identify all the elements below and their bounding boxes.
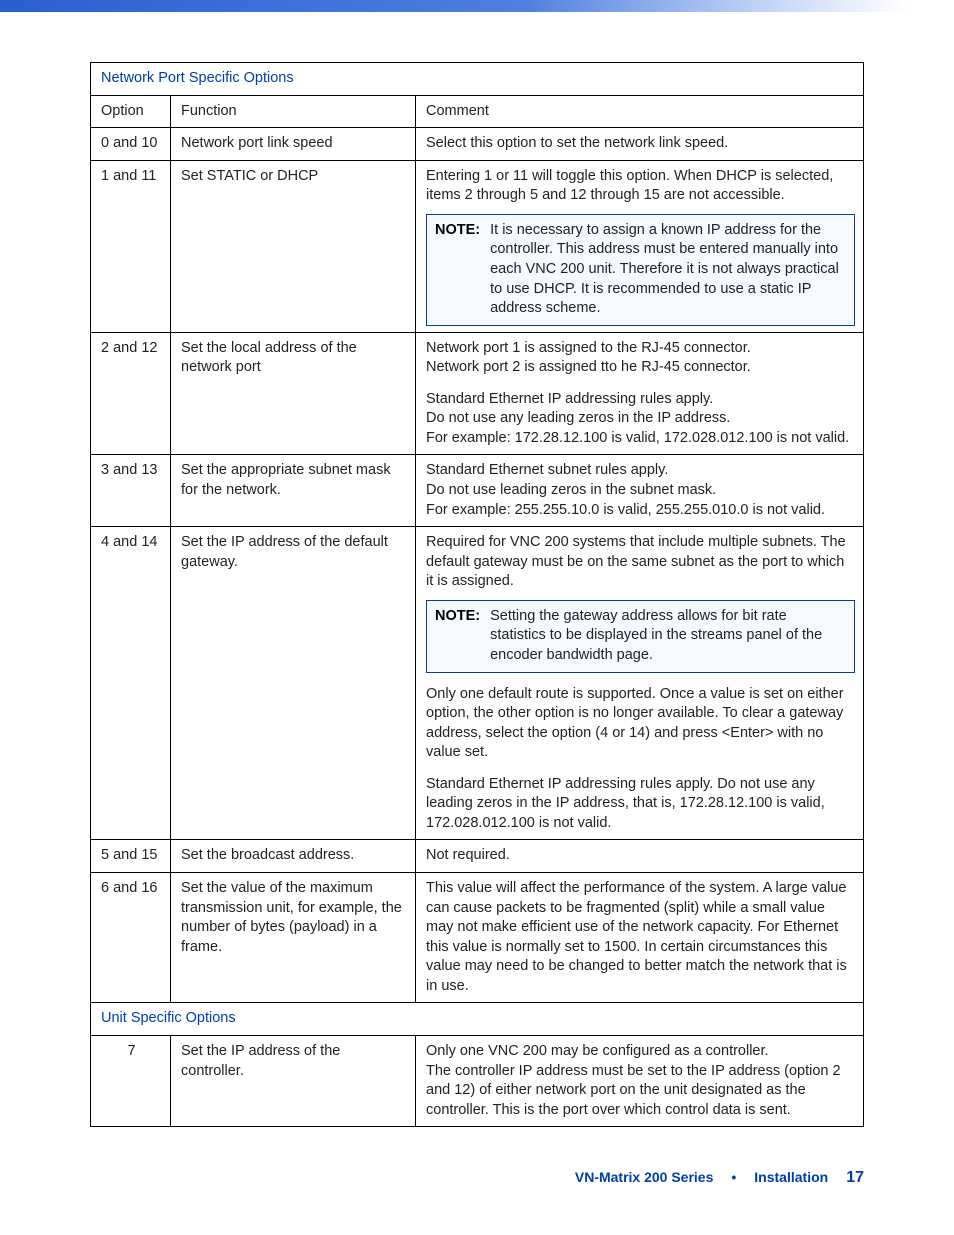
column-header-row: Option Function Comment [91,95,864,128]
comment-para: Select this option to set the network li… [426,134,855,154]
comment-para: Standard Ethernet IP addressing rules ap… [426,775,855,834]
options-table: Network Port Specific Options Option Fun… [90,62,864,1127]
cell-comment: This value will affect the performance o… [416,873,864,1003]
note-box: NOTE: Setting the gateway address allows… [426,600,855,673]
col-header-option: Option [91,95,171,128]
note-text: It is necessary to assign a known IP add… [490,221,846,319]
table-row: 6 and 16 Set the value of the maximum tr… [91,873,864,1003]
cell-comment: Network port 1 is assigned to the RJ-45 … [416,332,864,455]
cell-comment: Standard Ethernet subnet rules apply.Do … [416,455,864,527]
table-row: 2 and 12 Set the local address of the ne… [91,332,864,455]
cell-option: 7 [91,1035,171,1126]
cell-option: 1 and 11 [91,160,171,332]
comment-para: Network port 1 is assigned to the RJ-45 … [426,339,855,378]
table-row: 4 and 14 Set the IP address of the defau… [91,527,864,840]
cell-option: 2 and 12 [91,332,171,455]
comment-para: Not required. [426,846,855,866]
note-label: NOTE: [435,607,480,627]
comment-para: This value will affect the performance o… [426,879,855,996]
footer-product: VN-Matrix 200 Series [575,1168,714,1187]
table-row: 7 Set the IP address of the controller. … [91,1035,864,1126]
section-header-row: Unit Specific Options [91,1003,864,1036]
footer-bullet: • [731,1168,736,1187]
note-text: Setting the gateway address allows for b… [490,607,846,666]
cell-function: Set the local address of the network por… [171,332,416,455]
comment-para: Only one default route is supported. Onc… [426,685,855,763]
table-row: 1 and 11 Set STATIC or DHCP Entering 1 o… [91,160,864,332]
comment-para: Required for VNC 200 systems that includ… [426,533,855,592]
page-footer: VN-Matrix 200 Series • Installation 17 [90,1167,864,1189]
section-header-row: Network Port Specific Options [91,63,864,96]
cell-comment: Only one VNC 200 may be configured as a … [416,1035,864,1126]
cell-comment: Required for VNC 200 systems that includ… [416,527,864,840]
cell-option: 6 and 16 [91,873,171,1003]
cell-comment: Not required. [416,840,864,873]
cell-function: Set the IP address of the default gatewa… [171,527,416,840]
cell-function: Set the value of the maximum transmissio… [171,873,416,1003]
cell-function: Set the IP address of the controller. [171,1035,416,1126]
comment-para: Only one VNC 200 may be configured as a … [426,1042,855,1120]
note-box: NOTE: It is necessary to assign a known … [426,214,855,326]
cell-function: Set STATIC or DHCP [171,160,416,332]
cell-comment: Entering 1 or 11 will toggle this option… [416,160,864,332]
comment-para: Entering 1 or 11 will toggle this option… [426,167,855,206]
footer-page-number: 17 [846,1167,864,1189]
comment-para: Standard Ethernet IP addressing rules ap… [426,390,855,449]
section-header-unit: Unit Specific Options [91,1003,864,1036]
cell-option: 5 and 15 [91,840,171,873]
cell-comment: Select this option to set the network li… [416,128,864,161]
cell-function: Set the appropriate subnet mask for the … [171,455,416,527]
cell-option: 3 and 13 [91,455,171,527]
cell-function: Network port link speed [171,128,416,161]
note-label: NOTE: [435,221,480,241]
table-row: 0 and 10 Network port link speed Select … [91,128,864,161]
comment-para: Standard Ethernet subnet rules apply.Do … [426,461,855,520]
col-header-function: Function [171,95,416,128]
footer-section: Installation [754,1168,828,1187]
cell-function: Set the broadcast address. [171,840,416,873]
table-row: 3 and 13 Set the appropriate subnet mask… [91,455,864,527]
section-header-network: Network Port Specific Options [91,63,864,96]
page-content: Network Port Specific Options Option Fun… [0,62,954,1229]
cell-option: 0 and 10 [91,128,171,161]
cell-option: 4 and 14 [91,527,171,840]
header-gradient-bar [0,0,954,12]
table-row: 5 and 15 Set the broadcast address. Not … [91,840,864,873]
col-header-comment: Comment [416,95,864,128]
